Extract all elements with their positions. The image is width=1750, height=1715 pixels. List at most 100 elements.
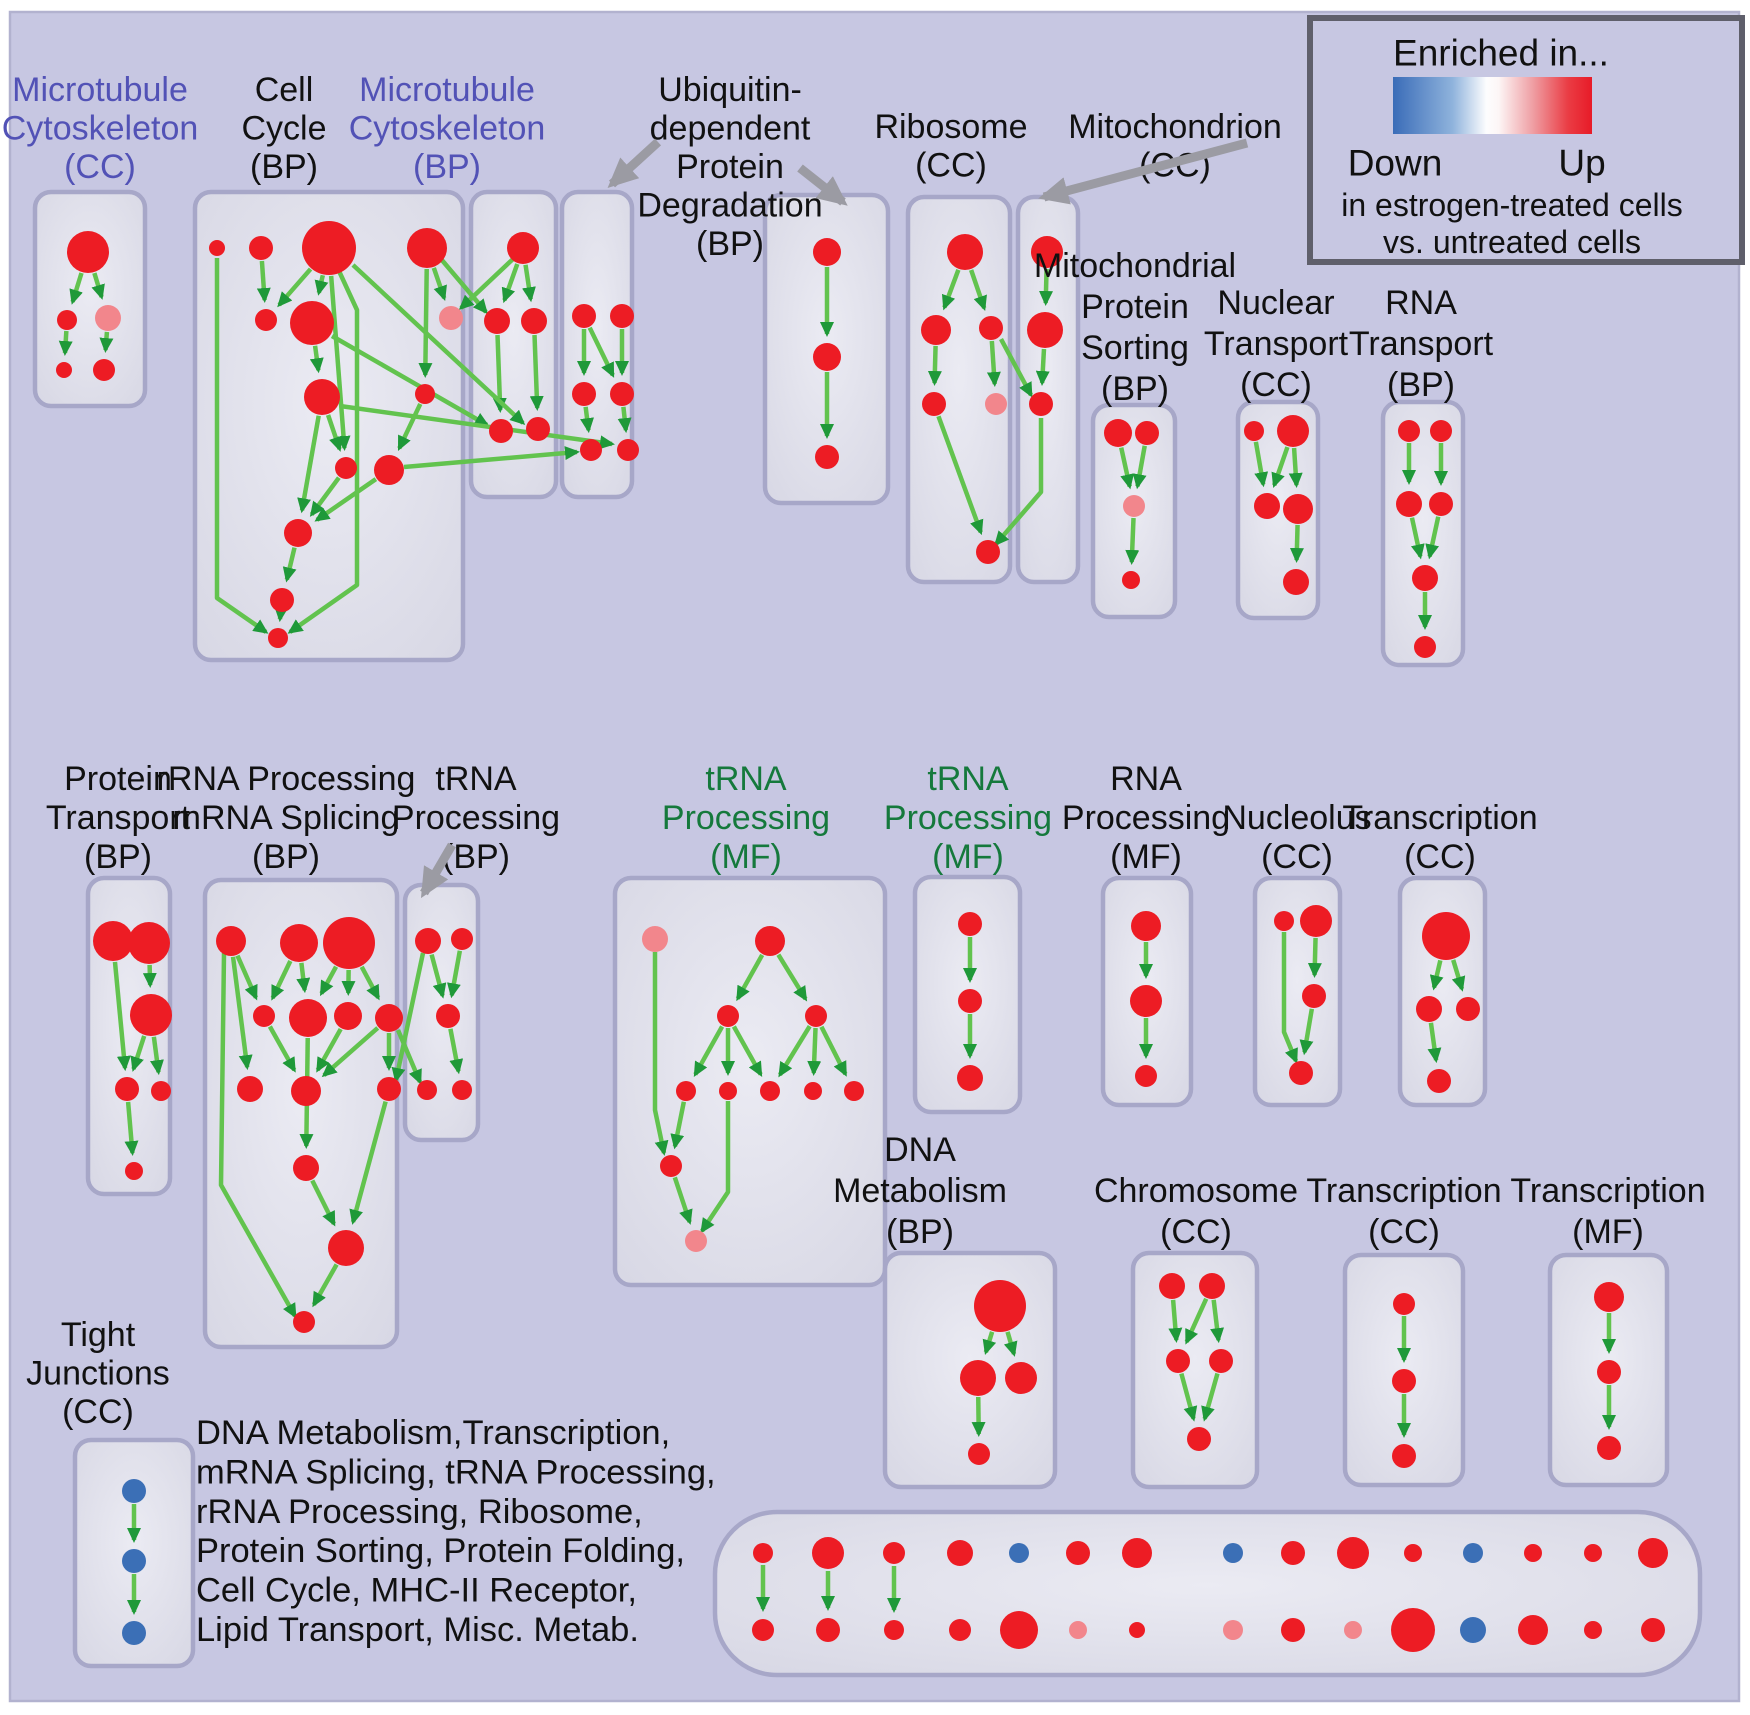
go-term-node [130, 994, 172, 1036]
edge-mitochondrial-protein-sorting-bp [1132, 445, 1147, 490]
edge-protein-transport-bp [130, 1035, 147, 1072]
edge-rrna-processing-mrna-splicing-bp [310, 1179, 336, 1227]
go-term-node [93, 359, 115, 381]
go-term-node [1029, 392, 1053, 416]
edge-trna-processing-bp [448, 1028, 464, 1075]
cluster-box-cell-cycle-bp [192, 189, 466, 663]
go-term-node [610, 382, 634, 406]
legend-gradient-bar [1393, 77, 1592, 134]
label-pointer-arrow-2 [1038, 138, 1249, 205]
label-tight-junctions-cc-line-2: (CC) [62, 1393, 134, 1431]
go-term-node [115, 1077, 139, 1101]
go-term-node [507, 232, 539, 264]
label-protein-transport-bp-line-1: Transport [46, 799, 191, 837]
go-term-node [128, 922, 170, 964]
go-term-node [377, 1077, 401, 1101]
band-node-bottom [752, 1619, 774, 1641]
go-term-node [415, 384, 435, 404]
go-term-node [1159, 1273, 1185, 1299]
band-node-top [753, 1543, 773, 1563]
label-microtubule-cytoskeleton-bp-line-2: (BP) [413, 148, 481, 186]
go-term-node [815, 445, 839, 469]
edge-transcription-cc-upper [1427, 1022, 1442, 1064]
edge-nucleolus-cc [1307, 937, 1322, 979]
label-nuclear-transport-cc-line-1: Transport [1204, 325, 1349, 363]
label-transcription-mf-line-1: (MF) [1572, 1213, 1644, 1251]
go-term-node [1122, 571, 1140, 589]
edge-rrna-processing-mrna-splicing-bp [349, 1100, 388, 1225]
edge-cell-cycle-bp [431, 267, 447, 301]
label-chromosome-cc-line-0: Chromosome [1094, 1172, 1298, 1210]
label-nucleolus-cc-line-1: (CC) [1261, 838, 1333, 876]
label-trna-processing-mf-1-line-2: (MF) [710, 838, 782, 876]
go-term-node [1392, 1444, 1416, 1468]
edge-chromosome-cc [1168, 1299, 1183, 1344]
go-term-node [526, 417, 550, 441]
go-term-node [489, 419, 513, 443]
label-trna-processing-mf-2-line-1: Processing [884, 799, 1052, 837]
label-pointer-arrow-0 [607, 138, 662, 189]
go-term-node [407, 228, 447, 268]
footnote-line-0: DNA Metabolism,Transcription, [196, 1414, 670, 1452]
go-term-node [290, 301, 334, 345]
edge-trna-processing-mf-large [731, 1025, 763, 1078]
label-rna-transport-bp-line-0: RNA [1385, 284, 1457, 322]
go-term-node [813, 238, 841, 266]
go-term-node [436, 1004, 460, 1028]
cluster-box-mixed-categories-band [712, 1509, 1703, 1678]
label-rna-transport-bp-line-2: (BP) [1387, 366, 1455, 404]
go-term-node [985, 393, 1007, 415]
go-term-node [755, 926, 785, 956]
go-term-node [1123, 495, 1145, 517]
go-term-node [676, 1081, 696, 1101]
band-node-bottom [1391, 1608, 1435, 1652]
go-term-node [1244, 421, 1264, 441]
edge-cell-cycle-bp [297, 415, 321, 514]
label-trna-processing-mf-1-line-1: Processing [662, 799, 830, 837]
cross-edge-4 [458, 257, 515, 311]
edge-cell-cycle-bp [274, 606, 289, 623]
label-microtubule-cytoskeleton-cc-line-1: Cytoskeleton [2, 110, 199, 148]
label-ribosome-cc-line-0: Ribosome [874, 108, 1027, 146]
legend-down-label: Down [1348, 143, 1443, 184]
edge-cell-cycle-bp [314, 274, 329, 296]
go-term-node [610, 304, 634, 328]
go-term-node [660, 1155, 682, 1177]
edge-ubiquitin-degradation-left [587, 326, 615, 378]
go-term-node [719, 1082, 737, 1100]
band-node-top [1524, 1544, 1542, 1562]
edge-trna-processing-mf-large [735, 953, 765, 1002]
go-term-node [1104, 419, 1132, 447]
band-node-bottom [1518, 1615, 1548, 1645]
label-ubiquitin-degradation-bp-line-4: (BP) [696, 225, 764, 263]
go-term-node [1283, 569, 1309, 595]
go-term-node [1456, 997, 1480, 1021]
label-microtubule-cytoskeleton-bp-line-0: Microtubule [359, 71, 535, 109]
edge-rrna-processing-mrna-splicing-bp [296, 962, 311, 994]
go-term-node [289, 999, 327, 1037]
go-term-node [1135, 421, 1159, 445]
edge-rrna-processing-mrna-splicing-bp [315, 1027, 343, 1073]
go-term-node [1300, 905, 1332, 937]
cross-edge-3 [330, 334, 490, 427]
cluster-box-microtubule-cytoskeleton-cc [32, 189, 148, 409]
legend-up-label: Up [1558, 143, 1605, 184]
footnote-line-5: Lipid Transport, Misc. Metab. [196, 1611, 639, 1649]
label-pointer-arrow-3 [420, 842, 456, 899]
band-node-bottom [1641, 1618, 1665, 1642]
go-term-node [439, 306, 463, 330]
edge-trna-processing-mf-large [670, 1101, 687, 1150]
go-term-node [717, 1005, 739, 1027]
go-term-node [375, 1004, 403, 1032]
go-term-node [209, 240, 225, 256]
go-term-node [1274, 911, 1294, 931]
label-transcription-cc-lower-line-1: (CC) [1368, 1213, 1440, 1251]
label-transcription-cc-upper-line-1: (CC) [1404, 838, 1476, 876]
band-node-top [1638, 1538, 1668, 1568]
go-term-node [122, 1621, 146, 1645]
edge-rrna-processing-mrna-splicing-bp [319, 965, 339, 997]
edge-chromosome-cc [1184, 1297, 1209, 1345]
go-term-node [1422, 912, 1470, 960]
go-term-node [968, 1443, 990, 1465]
